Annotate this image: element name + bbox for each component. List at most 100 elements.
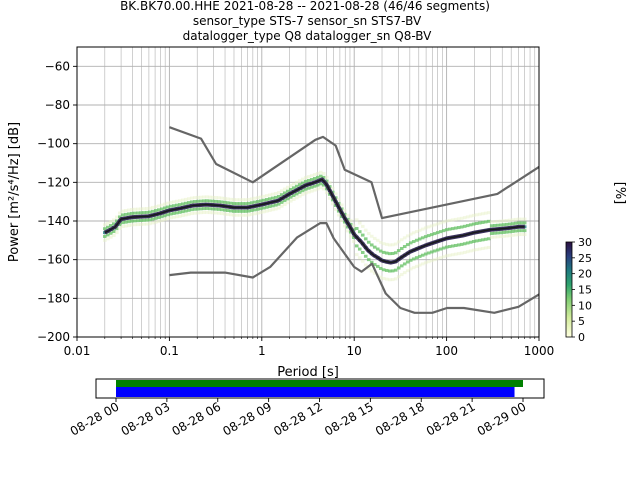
- density-cell: [495, 231, 500, 235]
- density-cell: [438, 230, 443, 234]
- density-cell: [106, 221, 110, 225]
- density-cell: [390, 269, 395, 273]
- y-tick-label: −180: [37, 291, 70, 305]
- density-cell: [459, 242, 464, 246]
- density-cell: [426, 234, 431, 238]
- density-cell: [462, 250, 467, 254]
- density-cell: [270, 208, 275, 212]
- density-cell: [130, 219, 134, 223]
- timeline-tick-label: 08-28 21: [424, 399, 478, 438]
- density-cell: [177, 210, 182, 214]
- density-cell: [210, 199, 215, 203]
- density-cell: [219, 212, 224, 216]
- density-cell: [216, 211, 221, 215]
- density-cell: [483, 237, 488, 241]
- density-cell: [399, 273, 404, 277]
- density-cell: [432, 258, 437, 262]
- density-cell: [480, 212, 485, 216]
- density-cell: [441, 255, 446, 259]
- density-cell: [255, 196, 260, 200]
- density-cell: [453, 243, 458, 247]
- density-cell: [162, 206, 167, 210]
- density-cell: [186, 208, 191, 212]
- density-cell: [453, 217, 458, 221]
- density-cell: [507, 222, 512, 226]
- density-cell: [501, 234, 506, 238]
- density-cell: [330, 202, 335, 206]
- density-cell: [192, 211, 197, 215]
- density-cell: [261, 194, 266, 198]
- density-cell: [429, 224, 434, 228]
- density-cell: [273, 195, 278, 199]
- density-cell: [438, 247, 443, 251]
- density-cell: [258, 195, 263, 199]
- density-cell: [180, 198, 185, 202]
- density-cell: [216, 200, 221, 204]
- density-cell: [294, 180, 299, 184]
- density-cell: [195, 211, 200, 215]
- density-cell: [429, 259, 434, 263]
- density-cell: [498, 235, 503, 239]
- density-cell: [474, 221, 479, 225]
- high-noise-model-line: [169, 126, 539, 220]
- density-cell: [240, 198, 245, 202]
- density-cell: [162, 202, 167, 206]
- density-cell: [201, 195, 206, 199]
- density-cell: [417, 254, 422, 258]
- density-cell: [189, 212, 194, 216]
- density-cell: [333, 207, 338, 211]
- density-cell: [390, 251, 395, 255]
- density-cell: [109, 220, 113, 224]
- density-cell: [130, 223, 134, 227]
- density-cell: [438, 256, 443, 260]
- density-cell: [225, 212, 230, 216]
- density-cell: [492, 235, 497, 239]
- density-cell: [399, 238, 404, 242]
- density-cell: [357, 221, 362, 225]
- density-cell: [139, 211, 143, 215]
- density-cell: [115, 215, 119, 219]
- density-cell: [372, 263, 377, 267]
- density-cell: [171, 211, 176, 215]
- density-cell: [168, 216, 173, 220]
- y-tick-label: −200: [37, 330, 70, 344]
- density-cell: [192, 207, 197, 211]
- density-cell: [363, 237, 368, 241]
- density-cell: [504, 219, 509, 223]
- density-cell: [423, 252, 428, 256]
- x-tick-label: 10: [347, 344, 362, 358]
- colorbar-gradient: [565, 241, 573, 338]
- density-cell: [249, 208, 254, 212]
- density-cell: [498, 219, 503, 223]
- density-cell: [303, 176, 308, 180]
- density-cell: [300, 193, 305, 197]
- density-cell: [294, 192, 299, 196]
- density-cell: [345, 225, 350, 229]
- density-cell: [162, 214, 167, 218]
- density-cell: [486, 245, 491, 249]
- x-tick-label: 1000: [524, 344, 555, 358]
- density-cell: [222, 212, 227, 216]
- density-cell: [124, 212, 128, 216]
- colorbar: 0 5 10 15 20 25 30 [%]: [565, 182, 627, 344]
- density-cell: [309, 174, 314, 178]
- density-cell: [204, 206, 209, 210]
- density-cell: [408, 267, 413, 271]
- density-cell: [148, 222, 152, 226]
- density-cell: [435, 222, 440, 226]
- density-cell: [156, 216, 161, 220]
- x-tick-label: 0.01: [64, 344, 91, 358]
- density-cell: [103, 227, 107, 231]
- density-cell: [174, 199, 179, 203]
- density-cell: [522, 217, 527, 221]
- density-cell: [423, 226, 428, 230]
- density-cell: [109, 224, 113, 228]
- y-axis-ticks: −200 −180 −160 −140 −120 −100 −80 −60: [37, 59, 77, 344]
- density-cell: [264, 198, 269, 202]
- density-cell: [231, 198, 236, 202]
- density-cell: [300, 181, 305, 185]
- density-cell: [297, 190, 302, 194]
- density-cell: [127, 208, 131, 212]
- density-cell: [315, 175, 320, 179]
